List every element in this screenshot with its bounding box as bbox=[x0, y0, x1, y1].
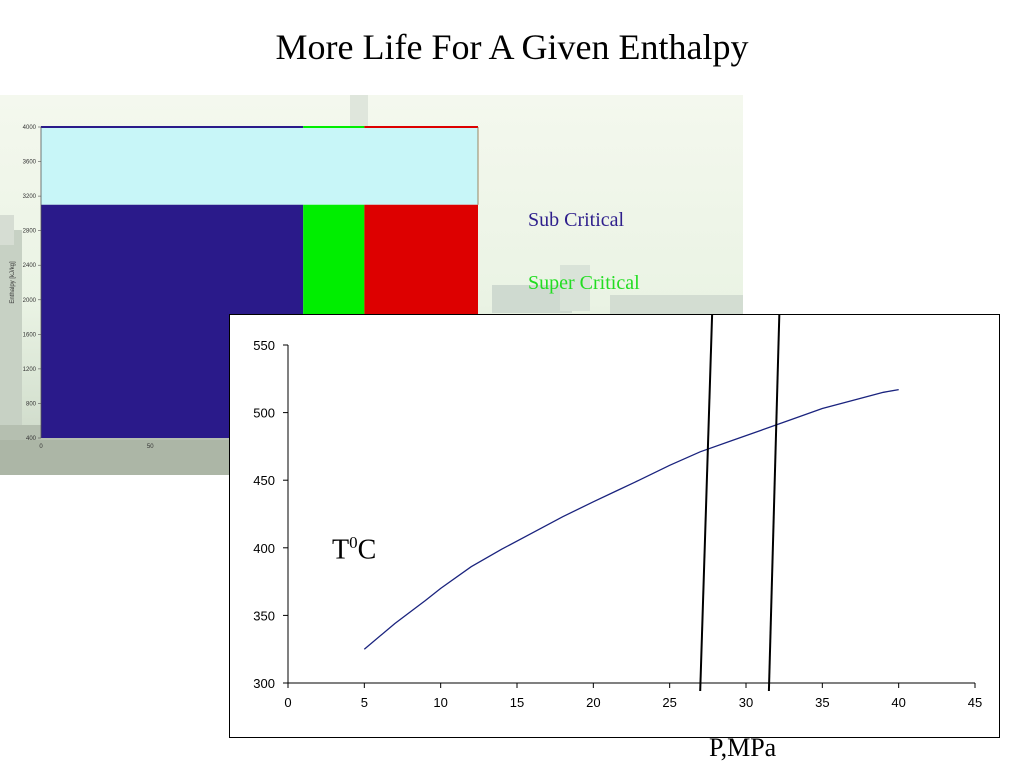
y-tick-label: 450 bbox=[253, 473, 275, 488]
critical-pressure-line-1 bbox=[699, 315, 714, 692]
legend-sub-critical: Sub Critical bbox=[528, 209, 625, 231]
enthalpy-x-tick-label: 0 bbox=[39, 444, 43, 450]
enthalpy-x-tick-label: 50 bbox=[147, 444, 154, 450]
temperature-pressure-plot: 300 350 400 450 500 550 0 5 10 15 20 25 30 35 40 45 bbox=[253, 315, 982, 710]
enthalpy-y-tick-label: 2800 bbox=[23, 229, 37, 235]
y-axis-label-superscript: 0 bbox=[349, 533, 358, 552]
enthalpy-y-tick-label: 3600 bbox=[23, 160, 37, 166]
enthalpy-y-tick-label: 2400 bbox=[23, 263, 37, 269]
legend-super-critical: Super Critical bbox=[528, 272, 640, 294]
slide-title: More Life For A Given Enthalpy bbox=[275, 27, 749, 67]
y-tick-label: 500 bbox=[253, 406, 275, 421]
x-tick-label: 10 bbox=[433, 695, 447, 710]
x-axis-label: P,MPa bbox=[709, 733, 777, 762]
x-tick-label: 30 bbox=[739, 695, 753, 710]
enthalpy-y-tick-label: 4000 bbox=[23, 125, 37, 131]
enthalpy-y-tick-label: 400 bbox=[26, 436, 37, 442]
y-axis-label-unit: C bbox=[357, 534, 377, 566]
enthalpy-y-tick-label: 1200 bbox=[23, 367, 37, 373]
temperature-series-line bbox=[363, 388, 899, 650]
x-tick-label: 0 bbox=[284, 695, 291, 710]
enthalpy-y-tick-label: 1600 bbox=[23, 332, 37, 338]
y-tick-label: 400 bbox=[253, 541, 275, 556]
y-axis-label-main: T bbox=[332, 534, 350, 566]
enthalpy-y-tick-label: 3200 bbox=[23, 194, 37, 200]
x-tick-label: 40 bbox=[891, 695, 905, 710]
y-tick-label: 350 bbox=[253, 608, 275, 623]
y-tick-label: 300 bbox=[253, 676, 275, 691]
x-tick-label: 5 bbox=[361, 695, 368, 710]
temperature-pressure-chart: 300 350 400 450 500 550 0 5 10 15 20 25 30 35 40 45 bbox=[229, 314, 1000, 738]
x-tick-label: 25 bbox=[662, 695, 676, 710]
enthalpy-y-axis-label: Enthalpy [kJ/kg] bbox=[10, 261, 16, 304]
enthalpy-y-tick-label: 800 bbox=[26, 401, 37, 407]
x-tick-label: 35 bbox=[815, 695, 829, 710]
x-tick-label: 20 bbox=[586, 695, 600, 710]
enthalpy-y-tick-label: 2000 bbox=[23, 298, 37, 304]
critical-pressure-line-2 bbox=[767, 315, 781, 692]
y-axis-label: T0C bbox=[332, 533, 376, 566]
x-tick-label: 15 bbox=[510, 695, 524, 710]
y-tick-label: 550 bbox=[253, 338, 275, 353]
upper-enthalpy-band bbox=[41, 127, 478, 205]
x-tick-label: 45 bbox=[968, 695, 982, 710]
